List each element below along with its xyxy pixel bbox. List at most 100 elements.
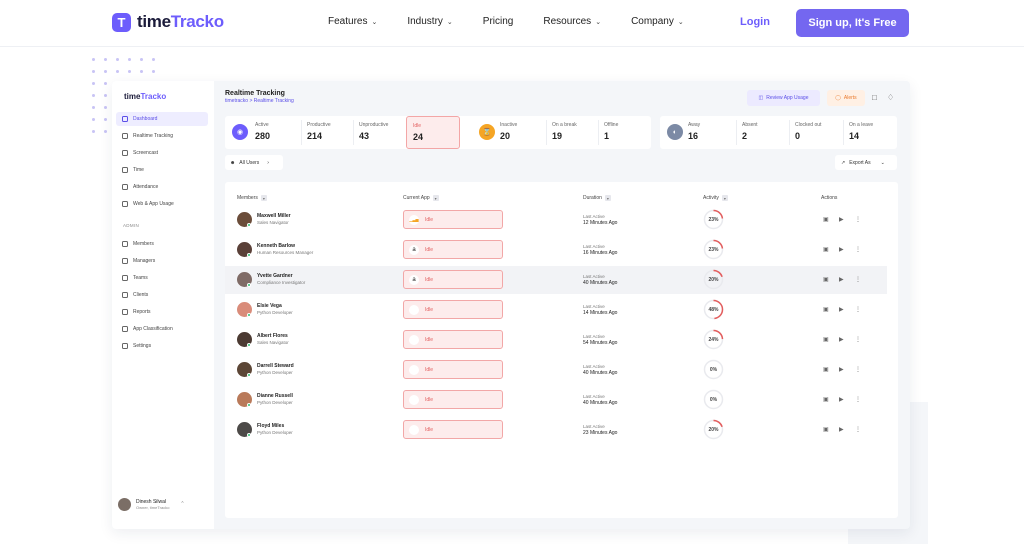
user-menu[interactable]: Dinesh Silwal Owner, timeTracko ⌃ — [118, 493, 208, 515]
stat-unproductive[interactable]: Unproductive 43 — [359, 122, 389, 141]
stat-away[interactable]: Away 16 — [688, 122, 701, 141]
video-icon[interactable]: ▶ — [839, 217, 844, 223]
stat-inactive[interactable]: Inactive 20 — [500, 122, 518, 141]
members-table: Members ▾ Current App ▾ Duration ▾ Activity… — [225, 182, 898, 518]
bell-icon[interactable]: ♢ — [887, 93, 895, 102]
nav-features[interactable]: Features ⌄ — [328, 16, 378, 27]
table-row[interactable]: Floyd Miles Python Developer Idle Last Acti… — [225, 416, 887, 444]
nav-pricing[interactable]: Pricing — [482, 16, 514, 27]
bookmark-icon[interactable]: □ — [872, 93, 877, 102]
table-row[interactable]: Dianne Russell Python Developer Idle Last A… — [225, 386, 887, 414]
sidebar-item-members[interactable]: Members — [116, 237, 208, 251]
table-row[interactable]: Darrell Steward Python Developer Idle Last … — [225, 356, 887, 384]
stats-card-active: ◉ Active 280 Productive 214 Unproductive 43… — [225, 116, 478, 149]
nav-industry[interactable]: Industry ⌄ — [407, 16, 453, 27]
login-link[interactable]: Login — [740, 16, 770, 28]
member-name[interactable]: Yvette Gardner — [257, 273, 293, 279]
video-icon[interactable]: ▶ — [839, 247, 844, 253]
all-users-filter[interactable]: ☻ All Users › — [225, 155, 283, 170]
camera-icon[interactable]: ▣ — [823, 217, 829, 223]
member-name[interactable]: Floyd Miles — [257, 423, 285, 429]
sidebar-item-label: Members — [133, 241, 154, 247]
stat-on-break[interactable]: On a break 19 — [552, 122, 577, 141]
sidebar-item-managers[interactable]: Managers — [116, 254, 208, 268]
video-icon[interactable]: ▶ — [839, 397, 844, 403]
duration-label: Last Active — [583, 304, 605, 309]
member-name[interactable]: Maxwell Miller — [257, 213, 291, 219]
sidebar-item-label: Web & App Usage — [133, 201, 174, 207]
table-row[interactable]: Yvette Gardner Compliance Investigator a Id… — [225, 266, 887, 294]
member-name[interactable]: Elsie Vega — [257, 303, 282, 309]
more-options-icon[interactable]: ⋮ — [855, 277, 861, 283]
table-row[interactable]: Elsie Vega Python Developer Idle Last Activ… — [225, 296, 887, 324]
grid-icon — [122, 326, 128, 332]
more-options-icon[interactable]: ⋮ — [855, 337, 861, 343]
camera-icon[interactable]: ▣ — [823, 427, 829, 433]
member-name[interactable]: Kenneth Barlow — [257, 243, 296, 249]
breadcrumb[interactable]: timetracko > Realtime Tracking — [225, 98, 294, 104]
sidebar: timeTracko Dashboard Realtime Tracking Scr… — [112, 81, 214, 529]
member-role: Python Developer — [257, 430, 293, 435]
stat-absent[interactable]: Absent 2 — [742, 122, 758, 141]
video-icon[interactable]: ▶ — [839, 367, 844, 373]
current-app-badge: a Idle — [403, 270, 503, 289]
col-duration[interactable]: Duration ▾ — [583, 195, 611, 201]
nav-resources[interactable]: Resources ⌄ — [543, 16, 602, 27]
nav-company[interactable]: Company ⌄ — [631, 16, 684, 27]
sidebar-item-realtime-tracking[interactable]: Realtime Tracking — [116, 129, 208, 143]
app-screenshot: timeTracko Dashboard Realtime Tracking Scr… — [112, 81, 910, 529]
signup-button[interactable]: Sign up, It's Free — [796, 9, 909, 37]
stat-idle[interactable]: Idle 24 — [406, 116, 460, 149]
sidebar-item-reports[interactable]: Reports — [116, 305, 208, 319]
brand-logo[interactable]: T timeTracko — [112, 12, 224, 32]
col-members[interactable]: Members ▾ — [237, 195, 267, 201]
video-icon[interactable]: ▶ — [839, 307, 844, 313]
stat-offline[interactable]: Offline 1 — [604, 122, 619, 141]
more-options-icon[interactable]: ⋮ — [855, 367, 861, 373]
more-options-icon[interactable]: ⋮ — [855, 217, 861, 223]
member-role: Human Resources Manager — [257, 250, 314, 255]
video-icon[interactable]: ▶ — [839, 337, 844, 343]
activity-ring — [703, 239, 724, 260]
col-current-app[interactable]: Current App ▾ — [403, 195, 439, 201]
stat-clocked-out[interactable]: Clocked out 0 — [795, 122, 822, 141]
video-icon[interactable]: ▶ — [839, 427, 844, 433]
export-button[interactable]: ↗ Export As ⌄ — [835, 155, 897, 170]
camera-icon[interactable]: ▣ — [823, 337, 829, 343]
table-row[interactable]: Maxwell Miller Sales Navigator ▁▃▅ Idle Last… — [225, 206, 887, 234]
camera-icon[interactable]: ▣ — [823, 367, 829, 373]
col-activity[interactable]: Activity ▾ — [703, 195, 728, 201]
more-options-icon[interactable]: ⋮ — [855, 247, 861, 253]
member-name[interactable]: Dianne Russell — [257, 393, 293, 399]
sidebar-item-app-classification[interactable]: App Classification — [116, 322, 208, 336]
member-name[interactable]: Darrell Steward — [257, 363, 294, 369]
sidebar-item-teams[interactable]: Teams — [116, 271, 208, 285]
sidebar-item-screencast[interactable]: Screencast — [116, 146, 208, 160]
stat-productive[interactable]: Productive 214 — [307, 122, 331, 141]
video-icon[interactable]: ▶ — [839, 277, 844, 283]
sidebar-logo[interactable]: timeTracko — [124, 92, 167, 101]
stat-active[interactable]: Active 280 — [255, 122, 271, 141]
camera-icon[interactable]: ▣ — [823, 247, 829, 253]
more-options-icon[interactable]: ⋮ — [855, 397, 861, 403]
more-options-icon[interactable]: ⋮ — [855, 427, 861, 433]
sidebar-item-web-app-usage[interactable]: Web & App Usage — [116, 197, 208, 211]
camera-icon[interactable]: ▣ — [823, 277, 829, 283]
sidebar-item-attendance[interactable]: Attendance — [116, 180, 208, 194]
camera-icon[interactable]: ▣ — [823, 397, 829, 403]
stat-on-leave[interactable]: On a leave 14 — [849, 122, 874, 141]
amazon-app-icon: a — [409, 244, 419, 255]
table-row[interactable]: Kenneth Barlow Human Resources Manager a Id… — [225, 236, 887, 264]
sidebar-item-settings[interactable]: Settings — [116, 339, 208, 353]
alerts-button[interactable]: ◯ Alerts — [827, 90, 865, 106]
sidebar-item-clients[interactable]: Clients — [116, 288, 208, 302]
sidebar-item-time[interactable]: Time — [116, 163, 208, 177]
sidebar-item-dashboard[interactable]: Dashboard — [116, 112, 208, 126]
table-row[interactable]: Albert Flores Sales Navigator Idle Last Act… — [225, 326, 887, 354]
member-name[interactable]: Albert Flores — [257, 333, 288, 339]
site-header: T timeTracko Features ⌄ Industry ⌄ Pricing… — [0, 0, 1024, 46]
app-status-label: Idle — [425, 396, 434, 403]
camera-icon[interactable]: ▣ — [823, 307, 829, 313]
review-app-usage-button[interactable]: ◫ Review App Usage — [747, 90, 820, 106]
more-options-icon[interactable]: ⋮ — [855, 307, 861, 313]
